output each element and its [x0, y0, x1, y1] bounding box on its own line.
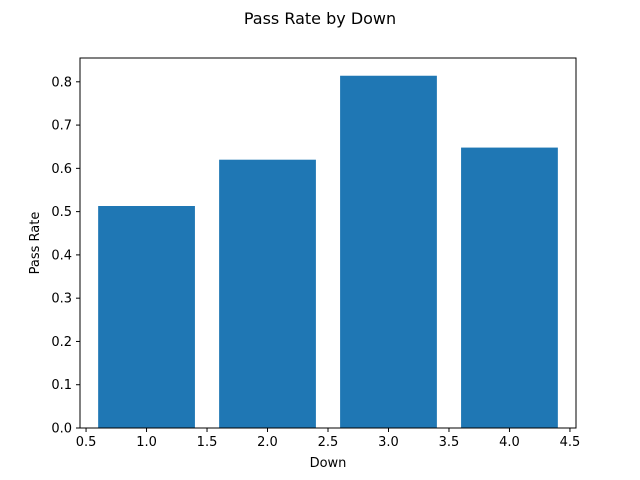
y-tick-label: 0.5: [51, 205, 72, 220]
y-tick-label: 0.0: [51, 422, 72, 437]
bars-group: [98, 75, 558, 429]
y-tick-label: 0.3: [51, 292, 72, 307]
x-tick-label: 0.5: [76, 435, 97, 450]
x-tick-label: 3.5: [439, 435, 460, 450]
bar-down-1: [98, 206, 195, 428]
y-tick-label: 0.2: [51, 335, 72, 350]
y-tick-label: 0.6: [51, 162, 72, 177]
chart-title: Pass Rate by Down: [244, 9, 396, 28]
x-axis-label: Down: [310, 456, 347, 471]
y-axis-ticks: 0.0 0.1 0.2 0.3 0.4 0.5 0.6 0.7 0.8: [51, 75, 80, 437]
x-tick-label: 1.5: [197, 435, 218, 450]
y-axis-label: Pass Rate: [28, 212, 43, 275]
y-tick-label: 0.7: [51, 119, 72, 134]
bar-down-2: [219, 159, 316, 428]
x-tick-label: 3.0: [378, 435, 399, 450]
bar-down-3: [340, 75, 437, 429]
x-tick-label: 2.5: [318, 435, 339, 450]
x-tick-label: 1.0: [136, 435, 157, 450]
x-tick-label: 2.0: [257, 435, 278, 450]
y-tick-label: 0.4: [51, 248, 72, 263]
y-tick-label: 0.1: [51, 378, 72, 393]
x-tick-label: 4.0: [499, 435, 520, 450]
bar-down-4: [461, 147, 558, 428]
x-tick-label: 4.5: [560, 435, 581, 450]
x-axis-ticks: 0.5 1.0 1.5 2.0 2.5 3.0 3.5 4.0 4.5: [76, 428, 581, 450]
y-tick-label: 0.8: [51, 75, 72, 90]
